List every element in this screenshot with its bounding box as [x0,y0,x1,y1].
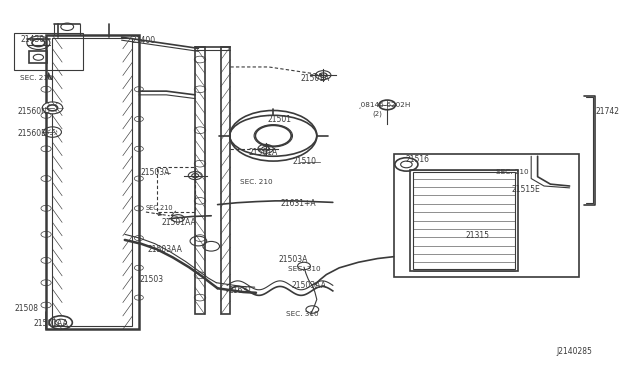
Text: 21631+A: 21631+A [280,199,316,208]
Text: 21510: 21510 [292,157,317,166]
Text: 21742: 21742 [595,107,620,116]
Text: 21503AA: 21503AA [147,246,182,254]
Text: 21501A: 21501A [301,74,330,83]
Bar [195,46,205,314]
Text: 21501AA: 21501AA [162,218,196,227]
Text: 21560N: 21560N [17,107,47,116]
Text: 21501: 21501 [268,115,292,124]
Text: 21501AA: 21501AA [34,319,68,328]
Text: 21400: 21400 [131,36,156,45]
Text: SEC. 310: SEC. 310 [288,266,321,272]
Circle shape [42,102,63,114]
Text: 21515E: 21515E [512,185,541,194]
Bar [413,172,515,269]
Text: 21516: 21516 [406,155,430,164]
Bar [52,38,132,326]
Text: 21315: 21315 [466,231,490,240]
Bar [221,46,230,314]
Text: 21503: 21503 [140,275,164,284]
Text: SEC. 310: SEC. 310 [286,311,319,317]
Bar [29,51,47,63]
Text: 21503A: 21503A [278,255,308,264]
Text: SEC. 210: SEC. 210 [240,179,273,185]
Text: 21501A: 21501A [248,148,278,157]
Text: 21503A: 21503A [141,169,170,177]
Text: 21631: 21631 [228,286,252,295]
Bar [394,154,579,277]
Text: 21430: 21430 [20,35,45,44]
Text: SEC. 210: SEC. 210 [496,169,529,175]
Text: J2140285: J2140285 [557,347,593,356]
Bar [410,170,518,271]
Text: 21508: 21508 [15,304,38,312]
Text: ¸08146-6202H: ¸08146-6202H [358,101,412,108]
Text: SEC.210: SEC.210 [146,205,173,211]
Text: 21560E: 21560E [17,129,46,138]
Text: (2): (2) [372,110,382,117]
Bar [14,33,83,70]
Text: SEC. 210: SEC. 210 [20,75,53,81]
Text: 21503AA: 21503AA [291,281,326,290]
Bar [46,35,139,329]
